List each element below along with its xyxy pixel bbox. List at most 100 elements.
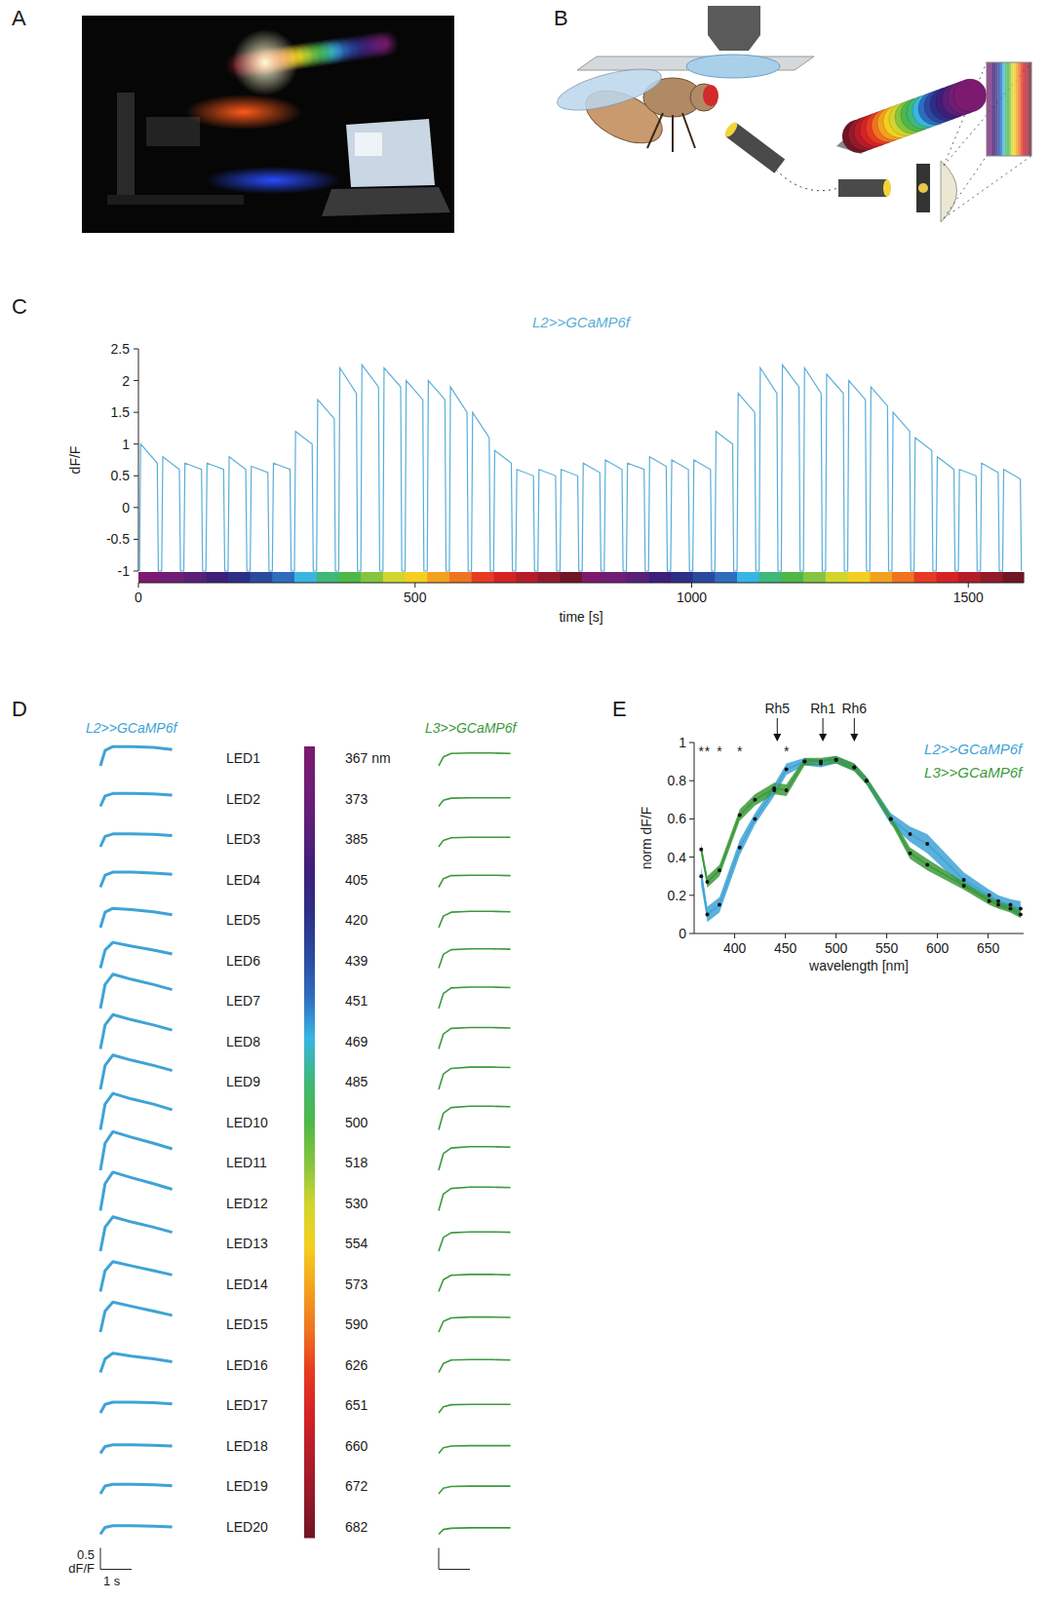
y-tick — [133, 380, 139, 382]
y-tick-label: -1 — [117, 563, 131, 580]
wavelength-bar — [626, 572, 650, 583]
led-label: LED19 — [226, 1478, 269, 1495]
wavelength-label: 367 nm — [345, 750, 391, 767]
screen-stripe — [993, 62, 996, 156]
marker — [889, 816, 893, 821]
led-label: LED9 — [226, 1074, 261, 1090]
y-tick — [689, 818, 695, 820]
marker — [987, 893, 992, 898]
y-tick — [689, 894, 695, 896]
x-tick — [784, 933, 786, 939]
marker — [705, 880, 710, 885]
trace — [438, 1028, 511, 1050]
x-axis — [694, 933, 1024, 935]
y-tick — [133, 349, 139, 350]
marker — [925, 862, 930, 867]
led-label: LED4 — [226, 872, 261, 889]
fly-eye — [702, 84, 719, 107]
marker — [834, 758, 839, 763]
wavelength-bar — [316, 572, 340, 583]
x-tick — [936, 933, 938, 939]
wavelength-bar — [161, 572, 185, 583]
trace — [100, 974, 173, 1010]
error-band — [700, 756, 1021, 924]
legend-entry: L2>>GCaMP6f — [924, 740, 1024, 758]
screen-stripe — [1004, 62, 1007, 156]
marker — [752, 798, 757, 803]
led-label: LED1 — [226, 750, 261, 767]
wavelength-label: 385 — [345, 831, 369, 848]
trace — [100, 1484, 173, 1495]
line — [700, 760, 1021, 916]
wavelength-bar — [250, 572, 273, 583]
led-label: LED7 — [226, 993, 261, 1010]
wavelength-label: 420 — [345, 912, 369, 929]
trace — [100, 1526, 173, 1536]
wavelength-bar — [360, 572, 384, 583]
y-tick — [133, 412, 139, 414]
x-tick-label: 550 — [875, 940, 899, 957]
marker — [737, 813, 742, 817]
trace — [100, 1217, 173, 1252]
wavelength-bar — [958, 572, 981, 583]
wavelength-bar — [383, 572, 406, 583]
wavelength-label: 500 — [345, 1115, 369, 1131]
trace — [438, 1318, 511, 1333]
significance-mark: * — [698, 743, 705, 760]
screen-stripe — [1000, 62, 1003, 156]
fly-leg — [682, 113, 696, 149]
fly-leg — [671, 115, 674, 153]
x-tick — [414, 582, 416, 588]
wavelength-bar — [604, 572, 627, 583]
panel-c: L2>>GCaMP6f-1-0.500.511.522.5dF/F0500100… — [67, 313, 1025, 625]
marker — [1018, 907, 1023, 912]
trace — [100, 1055, 173, 1090]
x-tick — [138, 582, 140, 588]
trace — [438, 949, 511, 970]
led-label: LED3 — [226, 831, 261, 848]
trace — [438, 911, 511, 929]
wavelength-bar — [803, 572, 826, 583]
screen-stripe — [1020, 62, 1023, 156]
y-tick-label: 0 — [121, 500, 130, 516]
wavelength-label: 660 — [345, 1438, 369, 1455]
lens — [940, 160, 958, 223]
annotation: Rh5 — [764, 700, 790, 717]
light-path — [943, 155, 1032, 219]
trace — [438, 1275, 511, 1293]
wavelength-bar — [848, 572, 871, 583]
wavelength-label: 530 — [345, 1196, 369, 1212]
screen-stripe — [1010, 62, 1013, 156]
figure: ABCDEL2>>GCaMP6f-1-0.500.511.522.5dF/F05… — [0, 0, 1048, 1600]
led-label: LED8 — [226, 1034, 261, 1050]
trace — [438, 837, 511, 848]
photo — [81, 15, 455, 233]
led-label: LED15 — [226, 1317, 269, 1333]
scale-bar-y — [100, 1549, 102, 1571]
glow — [232, 29, 299, 96]
legend-entry: L3>>GCaMP6f — [924, 764, 1024, 781]
wavelength-bar — [271, 572, 295, 583]
marker — [834, 758, 839, 763]
arrow-head — [818, 734, 827, 742]
marker — [962, 884, 967, 889]
screen-stripe — [1022, 62, 1025, 156]
screen-stripe — [988, 62, 991, 156]
x-tick-label: 500 — [403, 589, 427, 606]
column-title: L3>>GCaMP6f — [425, 720, 518, 737]
marker — [717, 903, 722, 908]
marker — [752, 816, 757, 821]
wavelength-label: 626 — [345, 1358, 369, 1374]
annotation: Rh6 — [841, 700, 867, 717]
scale-bar-x — [100, 1569, 132, 1571]
arrow-head — [773, 734, 781, 742]
light-guide-end — [722, 119, 739, 139]
wavelength-bar — [582, 572, 605, 583]
significance-mark: * — [716, 743, 723, 760]
y-tick-label: 0.6 — [667, 811, 688, 827]
marker — [784, 788, 789, 793]
trace — [100, 1354, 173, 1374]
fly-leg — [647, 113, 663, 149]
y-axis-title: norm dF/F — [638, 807, 655, 871]
light-guide-end — [883, 179, 892, 197]
